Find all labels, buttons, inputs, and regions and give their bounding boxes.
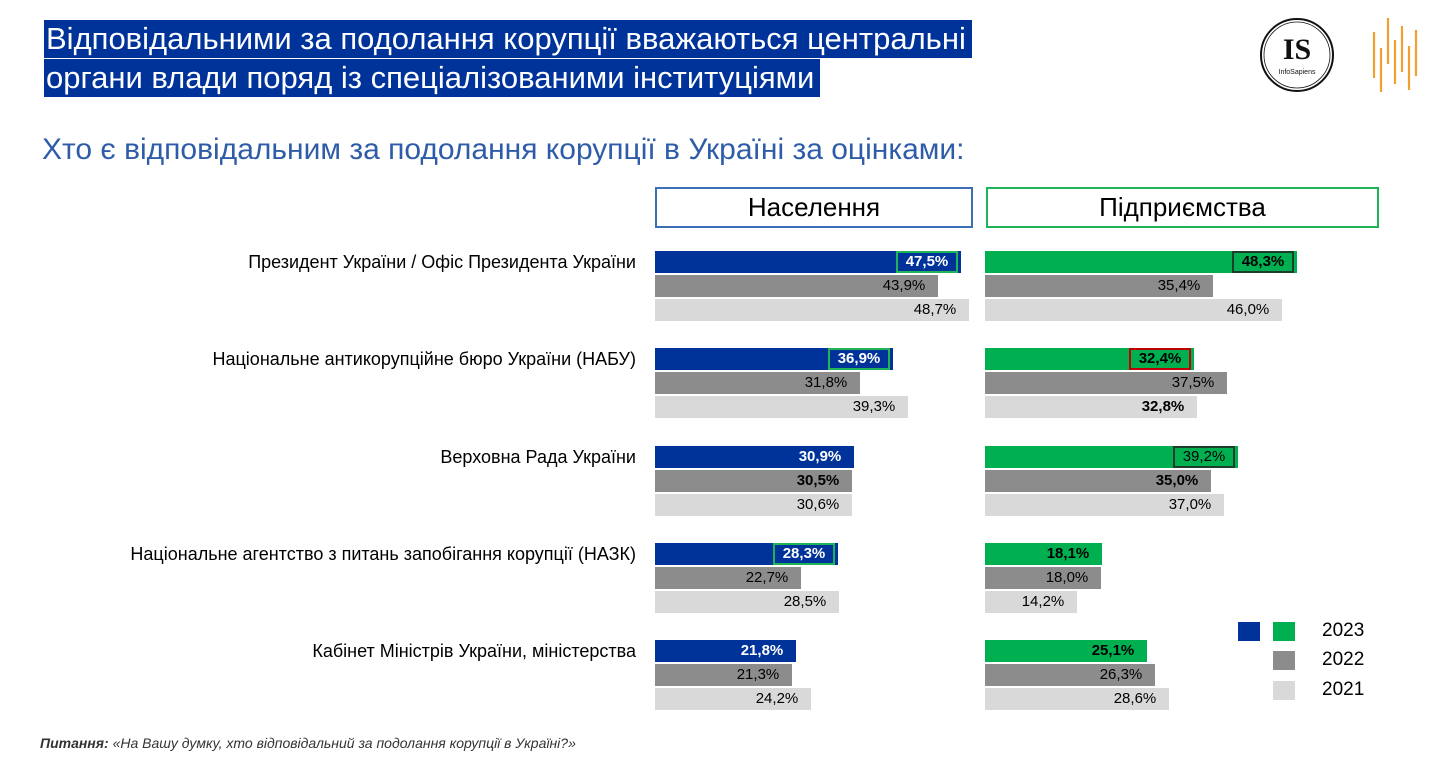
data-label: 48,3% (1232, 251, 1294, 273)
panel-header-population: Населення (655, 187, 973, 228)
bar-business-2021 (985, 688, 1169, 710)
data-label: 14,2% (1021, 593, 1065, 610)
category-label: Національне агентство з питань запобіган… (130, 544, 636, 564)
bar-business-2023 (985, 251, 1297, 273)
data-label: 47,5% (896, 251, 958, 273)
bars-logo (1372, 18, 1418, 92)
legend-swatch-population (1238, 622, 1260, 641)
bar-population-2022 (655, 567, 801, 589)
data-label: 28,6% (1113, 690, 1157, 707)
bar-population-2021 (655, 494, 852, 516)
legend-swatch-business (1273, 622, 1295, 641)
data-label: 39,3% (852, 398, 896, 415)
legend-label: 2022 (1322, 649, 1365, 670)
data-label: 32,4% (1129, 348, 1191, 370)
data-label: 30,6% (796, 496, 840, 513)
svg-text:InfoSapiens: InfoSapiens (1279, 69, 1316, 76)
category-label: Президент України / Офіс Президента Укра… (248, 252, 636, 272)
bar-population-2022 (655, 664, 792, 686)
data-label: 28,5% (783, 593, 827, 610)
panel-header-business: Підприємства (986, 187, 1379, 228)
data-label: 31,8% (804, 374, 848, 391)
bar-population-2022 (655, 470, 852, 492)
data-label: 21,3% (736, 666, 780, 683)
bar-business-2021 (985, 396, 1197, 418)
title-line-1: Відповідальними за подолання корупції вв… (44, 20, 972, 58)
data-label: 39,2% (1173, 446, 1235, 468)
category-label: Національне антикорупційне бюро України … (212, 349, 636, 369)
footnote-label: Питання: (40, 735, 109, 751)
data-label: 24,2% (755, 690, 799, 707)
data-label: 48,7% (913, 301, 957, 318)
data-label: 18,1% (1046, 545, 1090, 562)
bar-population-2021 (655, 299, 969, 321)
data-label: 22,7% (745, 569, 789, 586)
data-label: 37,0% (1168, 496, 1212, 513)
legend-swatch-2022 (1273, 651, 1295, 670)
bar-population-2022 (655, 372, 860, 394)
bar-population-2021 (655, 688, 811, 710)
footnote: Питання: «На Вашу думку, хто відповідаль… (40, 735, 576, 751)
bar-population-2023 (655, 251, 961, 273)
data-label: 43,9% (882, 277, 926, 294)
bar-business-2023 (985, 543, 1102, 565)
bar-population-2023 (655, 348, 893, 370)
footnote-text: «На Вашу думку, хто відповідальний за по… (108, 735, 576, 751)
bar-business-2023 (985, 640, 1147, 662)
bar-business-2022 (985, 664, 1155, 686)
data-label: 35,4% (1157, 277, 1201, 294)
legend-label: 2023 (1322, 620, 1365, 641)
svg-text:IS: IS (1283, 33, 1311, 66)
bar-population-2023 (655, 446, 854, 468)
bar-business-2021 (985, 494, 1224, 516)
data-label: 26,3% (1099, 666, 1143, 683)
data-label: 36,9% (828, 348, 890, 370)
data-label: 35,0% (1155, 472, 1199, 489)
category-label: Верховна Рада України (440, 447, 636, 467)
bar-population-2023 (655, 543, 838, 565)
bar-business-2023 (985, 348, 1194, 370)
bar-business-2022 (985, 372, 1227, 394)
bar-population-2022 (655, 275, 938, 297)
bar-population-2023 (655, 640, 796, 662)
title-line-2: органи влади поряд із спеціалізованими і… (44, 59, 821, 97)
bar-business-2022 (985, 275, 1213, 297)
data-label: 18,0% (1045, 569, 1089, 586)
bar-business-2022 (985, 567, 1101, 589)
bar-population-2021 (655, 591, 839, 613)
legend-swatch-2021 (1273, 681, 1295, 700)
infosapiens-logo: IS InfoSapiens (1260, 18, 1334, 92)
bar-business-2021 (985, 299, 1282, 321)
data-label: 30,9% (798, 448, 842, 465)
bar-business-2022 (985, 470, 1211, 492)
data-label: 25,1% (1091, 642, 1135, 659)
category-label: Кабінет Міністрів України, міністерства (312, 641, 636, 661)
data-label: 37,5% (1171, 374, 1215, 391)
data-label: 32,8% (1141, 398, 1185, 415)
subtitle: Хто є відповідальним за подолання корупц… (42, 133, 965, 166)
bar-population-2021 (655, 396, 908, 418)
data-label: 28,3% (773, 543, 835, 565)
data-label: 21,8% (740, 642, 784, 659)
bar-business-2021 (985, 591, 1077, 613)
data-label: 30,5% (796, 472, 840, 489)
data-label: 46,0% (1226, 301, 1270, 318)
legend-label: 2021 (1322, 679, 1365, 700)
